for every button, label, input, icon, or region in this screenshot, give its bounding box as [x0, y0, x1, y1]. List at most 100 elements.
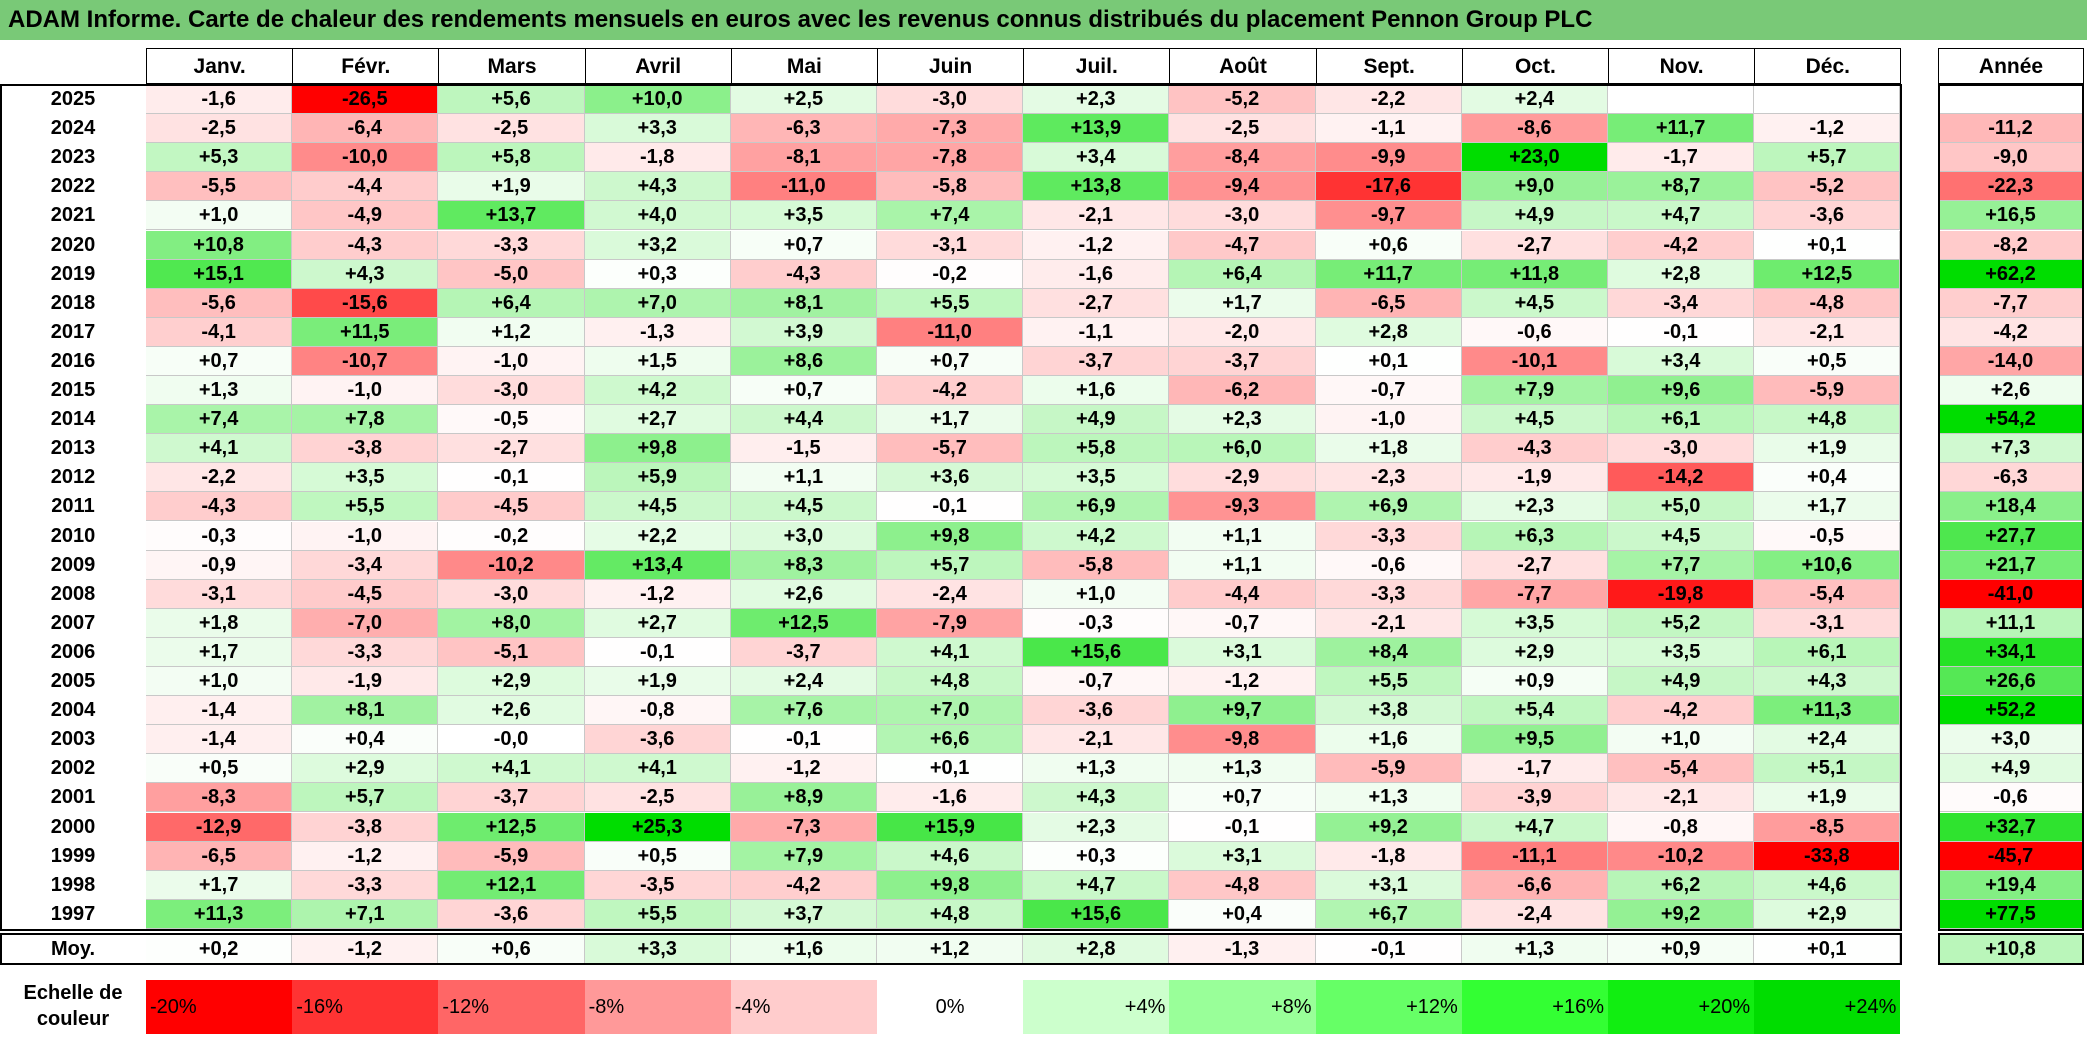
heatmap-cell: +4,6 — [1754, 870, 1901, 900]
heatmap-cell: -1,2 — [584, 579, 731, 609]
heatmap-cell: +8,4 — [1315, 637, 1462, 667]
heatmap-cell: +4,1 — [877, 637, 1024, 667]
annual-cell: -6,3 — [1938, 463, 2084, 493]
annual-cell: +7,3 — [1938, 434, 2084, 464]
heatmap-cell: -10,2 — [438, 550, 585, 580]
heatmap-cell: +3,4 — [1023, 143, 1170, 173]
heatmap-cell: -7,3 — [730, 812, 877, 842]
average-cell: -1,3 — [1169, 933, 1316, 964]
heatmap-cell: +4,4 — [730, 405, 877, 435]
average-cell: +3,3 — [584, 933, 731, 964]
annual-cell: +34,1 — [1938, 637, 2084, 667]
heatmap-cell: +4,7 — [1461, 812, 1608, 842]
heatmap-cell: +6,9 — [1315, 492, 1462, 522]
heatmap-cell: -1,4 — [146, 696, 293, 726]
heatmap-cell: +3,1 — [1169, 841, 1316, 871]
row-year-label: 2001 — [50, 786, 96, 809]
heatmap-cell: -1,8 — [1315, 841, 1462, 871]
heatmap-cell: +3,0 — [730, 521, 877, 551]
heatmap-cell: -3,6 — [1023, 696, 1170, 726]
heatmap-cell: +3,5 — [1461, 608, 1608, 638]
heatmap-cell: -1,4 — [146, 725, 293, 755]
heatmap-cell: +4,5 — [730, 492, 877, 522]
heatmap-cell: -2,5 — [146, 114, 293, 144]
heatmap-cell: -4,3 — [1461, 434, 1608, 464]
heatmap-cell: +4,3 — [292, 259, 439, 289]
row-year-label: 2017 — [50, 320, 96, 343]
heatmap-cell: -3,0 — [438, 579, 585, 609]
heatmap-cell: -2,1 — [1315, 608, 1462, 638]
heatmap-cell: +6,9 — [1023, 492, 1170, 522]
heatmap-cell: -6,5 — [146, 841, 293, 871]
heatmap-cell: -4,3 — [146, 492, 293, 522]
heatmap-cell: -0,6 — [1315, 550, 1462, 580]
heatmap-cell: -11,0 — [877, 317, 1024, 347]
color-scale-swatch: 0% — [877, 980, 1024, 1034]
heatmap-cell: +8,9 — [730, 783, 877, 813]
heatmap-cell: +0,7 — [877, 346, 1024, 376]
heatmap-cell: -9,3 — [1169, 492, 1316, 522]
heatmap-cell: -5,8 — [1023, 550, 1170, 580]
month-header: Juin — [877, 48, 1025, 84]
annual-cell: -14,0 — [1938, 346, 2084, 376]
heatmap-cell: -0,5 — [1754, 521, 1901, 551]
heatmap-cell: +5,8 — [1023, 434, 1170, 464]
heatmap-cell: -2,1 — [1608, 783, 1755, 813]
average-cell: -0,1 — [1315, 933, 1462, 964]
heatmap-cell: -7,3 — [877, 114, 1024, 144]
heatmap-cell: +1,7 — [146, 870, 293, 900]
heatmap-cell: +0,3 — [584, 259, 731, 289]
heatmap-cell: +5,2 — [1608, 608, 1755, 638]
heatmap-cell: +6,2 — [1608, 870, 1755, 900]
heatmap-cell: -11,0 — [730, 172, 877, 202]
month-header: Nov. — [1608, 48, 1756, 84]
heatmap-cell: +5,0 — [1608, 492, 1755, 522]
average-cell: +1,2 — [877, 933, 1024, 964]
heatmap-cell: -3,3 — [1315, 579, 1462, 609]
heatmap-cell: -0,1 — [1169, 812, 1316, 842]
annual-cell: -7,7 — [1938, 288, 2084, 318]
color-scale-swatch: +24% — [1754, 980, 1901, 1034]
heatmap-cell: +5,4 — [1461, 696, 1608, 726]
heatmap-cell: -4,8 — [1169, 870, 1316, 900]
annual-cell: +11,1 — [1938, 608, 2084, 638]
heatmap-cell: -7,7 — [1461, 579, 1608, 609]
heatmap-cell: -3,4 — [1608, 288, 1755, 318]
heatmap-cell: -1,5 — [730, 434, 877, 464]
heatmap-cell: +5,5 — [1315, 667, 1462, 697]
heatmap-cell: +1,1 — [1169, 550, 1316, 580]
heatmap-cell: -1,3 — [584, 317, 731, 347]
heatmap-cell: -5,9 — [438, 841, 585, 871]
heatmap-cell: -3,0 — [1608, 434, 1755, 464]
heatmap-cell: +12,5 — [730, 608, 877, 638]
heatmap-cell: +2,3 — [1023, 812, 1170, 842]
heatmap-cell: -2,2 — [1315, 85, 1462, 115]
heatmap-cell: +1,7 — [1169, 288, 1316, 318]
heatmap-cell: -10,2 — [1608, 841, 1755, 871]
heatmap-cell: +2,3 — [1023, 85, 1170, 115]
row-year-label: 2015 — [50, 379, 96, 401]
heatmap-cell: +4,3 — [584, 172, 731, 202]
heatmap-cell: -3,7 — [1023, 346, 1170, 376]
heatmap-cell: +2,9 — [292, 754, 439, 784]
heatmap-cell: -3,3 — [292, 637, 439, 667]
row-year-label: 2024 — [50, 117, 96, 140]
heatmap-cell: +0,7 — [146, 346, 293, 376]
row-year-label: 2009 — [50, 553, 96, 576]
heatmap-cell: +1,9 — [438, 172, 585, 202]
heatmap-cell: +5,7 — [877, 550, 1024, 580]
heatmap-cell: -4,1 — [146, 317, 293, 347]
heatmap-cell: -1,6 — [1023, 259, 1170, 289]
heatmap-cell: -1,6 — [146, 85, 293, 115]
heatmap-cell: -1,9 — [1461, 463, 1608, 493]
heatmap-cell: +2,4 — [1754, 725, 1901, 755]
heatmap-cell: +5,7 — [292, 783, 439, 813]
heatmap-cell: -3,6 — [438, 899, 585, 929]
heatmap-cell: +1,9 — [1754, 434, 1901, 464]
heatmap-cell: +4,2 — [584, 376, 731, 406]
heatmap-cell: +12,1 — [438, 870, 585, 900]
annual-cell: -41,0 — [1938, 579, 2084, 609]
month-header: Mars — [438, 48, 586, 84]
heatmap-cell: +10,8 — [146, 230, 293, 260]
